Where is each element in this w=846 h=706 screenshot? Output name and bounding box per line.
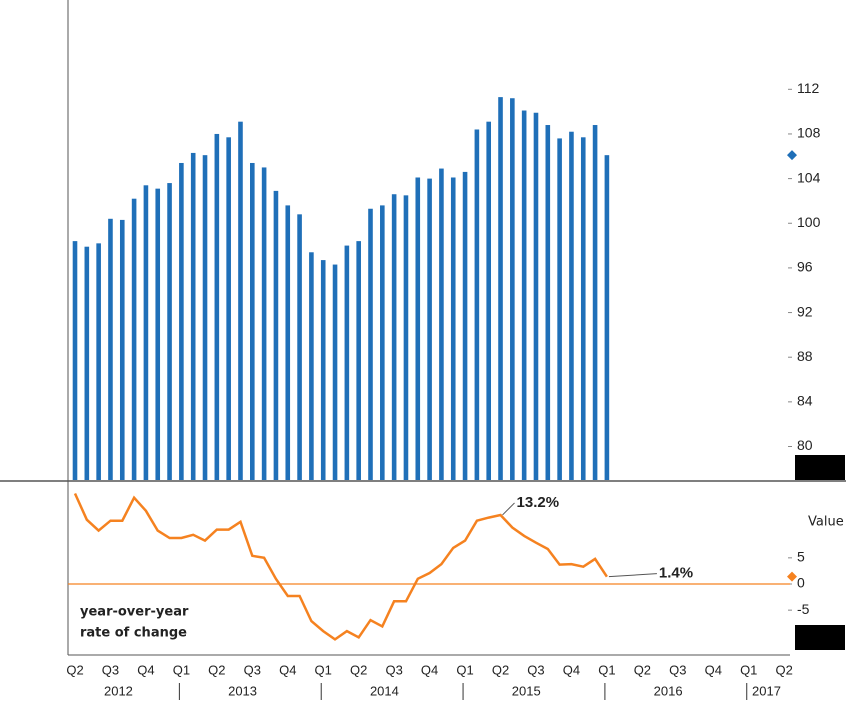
bar xyxy=(415,177,421,480)
bar xyxy=(143,185,149,481)
x-tick-label: Q4 xyxy=(137,662,154,677)
bar xyxy=(190,152,196,480)
x-tick-label: Q1 xyxy=(598,662,615,677)
x-tick-label: Q1 xyxy=(456,662,473,677)
bar xyxy=(533,112,539,480)
year-label: 2017 xyxy=(752,683,781,698)
annotation-arrow xyxy=(502,502,515,516)
bar xyxy=(261,167,267,480)
bar xyxy=(486,121,491,481)
x-tick-label: Q2 xyxy=(492,662,509,677)
bar xyxy=(155,188,161,480)
y-tick-label: 96 xyxy=(797,259,813,275)
year-label: 2016 xyxy=(654,683,683,698)
bar xyxy=(119,219,125,480)
bar xyxy=(167,183,172,480)
bar xyxy=(592,125,598,480)
line xyxy=(73,492,608,641)
bar xyxy=(108,218,113,480)
x-tick-label: Q2 xyxy=(66,662,83,677)
redaction xyxy=(795,625,845,650)
bar xyxy=(545,125,551,480)
x-tick-label: Q2 xyxy=(350,662,367,677)
bar xyxy=(439,168,444,480)
data-label: 1.4% xyxy=(659,565,693,582)
year-label: 2012 xyxy=(104,683,133,698)
bar xyxy=(131,198,137,480)
x-tick-label: Q2 xyxy=(208,662,225,677)
y-tick-label: 88 xyxy=(797,348,813,364)
bar xyxy=(179,162,184,480)
bar xyxy=(356,241,361,480)
bar xyxy=(226,137,231,481)
y-tick-label: 108 xyxy=(797,125,821,141)
x-tick-label: Q3 xyxy=(527,662,544,677)
x-tick-label: Q3 xyxy=(385,662,402,677)
bar xyxy=(391,194,397,481)
bar xyxy=(557,138,562,480)
x-tick-label: Q4 xyxy=(705,662,722,677)
y-axis-title: Value xyxy=(808,515,844,530)
last-value-marker xyxy=(787,150,797,161)
y-tick-label: 104 xyxy=(797,169,821,185)
bar xyxy=(202,155,208,481)
bar xyxy=(297,214,302,481)
bar xyxy=(72,241,78,480)
bar xyxy=(510,98,515,481)
bar xyxy=(380,205,385,480)
x-tick-label: Q3 xyxy=(102,662,119,677)
bar xyxy=(238,121,243,481)
y-tick-label: 80 xyxy=(797,437,813,453)
x-tick-label: Q1 xyxy=(740,662,757,677)
year-label: 2014 xyxy=(370,683,399,698)
y-tick-label: 0 xyxy=(797,575,805,591)
bar xyxy=(427,178,432,480)
y-tick-label: -5 xyxy=(797,601,810,617)
bar xyxy=(332,264,338,480)
x-tick-label: Q4 xyxy=(279,662,296,677)
bar xyxy=(250,162,255,480)
bar xyxy=(450,177,456,480)
y-tick-label: 92 xyxy=(797,303,813,319)
bar xyxy=(462,171,468,480)
x-tick-label: Q1 xyxy=(315,662,332,677)
bar xyxy=(344,245,350,480)
y-tick-label: 5 xyxy=(797,549,805,565)
last-value-marker xyxy=(787,571,797,582)
annotation: year-over-year xyxy=(80,605,189,620)
bar xyxy=(368,208,373,480)
y-tick-label: 112 xyxy=(797,80,820,96)
year-label: 2013 xyxy=(228,683,257,698)
bar xyxy=(96,243,101,480)
x-tick-label: Q3 xyxy=(669,662,686,677)
bar xyxy=(604,155,610,481)
y-tick-label: 84 xyxy=(797,393,813,409)
bar xyxy=(285,205,291,480)
bar xyxy=(474,129,480,480)
x-tick-label: Q2 xyxy=(634,662,651,677)
x-tick-label: Q4 xyxy=(563,662,580,677)
x-tick-label: Q2 xyxy=(776,662,793,677)
bar xyxy=(498,97,503,481)
year-label: 2015 xyxy=(512,683,541,698)
x-tick-label: Q1 xyxy=(173,662,190,677)
bar xyxy=(580,137,586,481)
bar xyxy=(403,195,409,481)
bar xyxy=(569,131,574,480)
bar xyxy=(84,246,90,480)
bar xyxy=(214,133,220,480)
bar xyxy=(521,110,527,480)
x-tick-label: Q3 xyxy=(244,662,261,677)
redaction xyxy=(795,455,845,480)
bar xyxy=(273,190,279,480)
annotation: rate of change xyxy=(80,626,187,641)
data-label: 13.2% xyxy=(517,494,560,511)
bar xyxy=(320,260,326,480)
x-tick-label: Q4 xyxy=(421,662,438,677)
y-tick-label: 100 xyxy=(797,214,821,230)
annotation-arrow xyxy=(608,573,657,578)
bar xyxy=(309,252,314,480)
